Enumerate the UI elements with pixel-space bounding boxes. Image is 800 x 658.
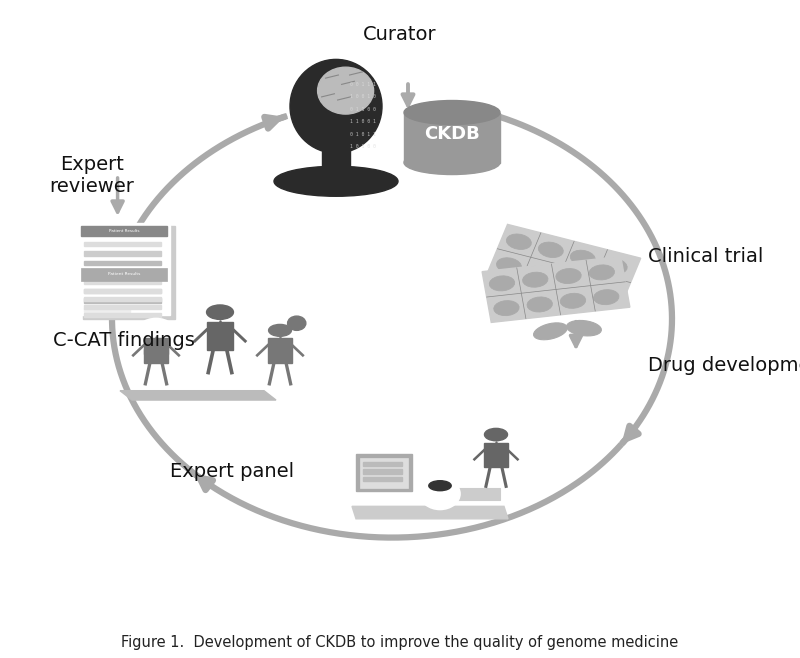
Polygon shape xyxy=(527,297,552,312)
Bar xyxy=(84,251,162,256)
Polygon shape xyxy=(602,259,627,274)
Circle shape xyxy=(197,300,243,337)
Text: 0 0 1 1 1: 0 0 1 1 1 xyxy=(350,82,376,87)
Bar xyxy=(161,330,168,354)
Bar xyxy=(448,488,500,500)
Polygon shape xyxy=(560,293,586,309)
Polygon shape xyxy=(534,323,567,340)
Polygon shape xyxy=(589,265,614,280)
Text: 0 1 1 0 0: 0 1 1 0 0 xyxy=(350,107,376,112)
Bar xyxy=(84,280,162,284)
Polygon shape xyxy=(560,274,586,290)
Circle shape xyxy=(476,424,516,456)
Text: 1 1 0 0 1: 1 1 0 0 1 xyxy=(350,119,376,124)
Ellipse shape xyxy=(429,481,451,491)
Text: Curator: Curator xyxy=(363,25,437,44)
Ellipse shape xyxy=(274,166,398,196)
Text: Patient Results: Patient Results xyxy=(109,229,139,234)
Polygon shape xyxy=(482,257,630,322)
Bar xyxy=(404,113,500,163)
Bar xyxy=(84,305,162,309)
Circle shape xyxy=(258,318,302,352)
Bar xyxy=(84,242,162,246)
Circle shape xyxy=(134,318,178,352)
Polygon shape xyxy=(592,282,618,297)
Ellipse shape xyxy=(290,59,382,153)
Bar xyxy=(363,469,402,474)
Bar xyxy=(84,313,162,317)
Text: Expert
reviewer: Expert reviewer xyxy=(50,155,134,195)
Bar xyxy=(208,369,238,387)
Polygon shape xyxy=(566,320,602,336)
Polygon shape xyxy=(494,301,519,316)
Ellipse shape xyxy=(404,151,500,174)
Bar xyxy=(84,270,130,274)
Polygon shape xyxy=(529,266,554,281)
Bar xyxy=(84,307,130,312)
Ellipse shape xyxy=(404,101,500,124)
Bar xyxy=(84,298,162,303)
Circle shape xyxy=(420,478,460,509)
Bar xyxy=(82,268,167,282)
Polygon shape xyxy=(490,276,514,291)
Ellipse shape xyxy=(142,322,170,345)
Bar xyxy=(83,226,175,318)
Bar xyxy=(84,289,162,293)
Polygon shape xyxy=(506,234,531,249)
Text: Clinical trial: Clinical trial xyxy=(648,247,763,266)
Bar xyxy=(360,457,408,488)
Bar xyxy=(144,338,168,363)
Text: C-CAT findings: C-CAT findings xyxy=(53,331,195,350)
Polygon shape xyxy=(120,391,276,400)
Text: 1 0 0 1 0: 1 0 0 1 0 xyxy=(350,94,376,99)
Bar xyxy=(82,226,167,236)
Bar xyxy=(168,370,198,388)
Polygon shape xyxy=(497,258,522,273)
Text: CKDB: CKDB xyxy=(424,126,480,143)
Text: Patient Results: Patient Results xyxy=(108,272,140,276)
Ellipse shape xyxy=(206,305,234,319)
Ellipse shape xyxy=(318,67,374,114)
Bar xyxy=(363,477,402,481)
Bar xyxy=(322,145,350,168)
Bar xyxy=(84,261,162,265)
Bar xyxy=(78,222,170,315)
Polygon shape xyxy=(538,242,563,257)
Ellipse shape xyxy=(485,428,507,441)
Polygon shape xyxy=(570,250,595,266)
Bar xyxy=(84,297,162,301)
Bar xyxy=(144,330,151,354)
Bar xyxy=(84,289,162,293)
Bar xyxy=(356,455,412,491)
Text: Figure 1.  Development of CKDB to improve the quality of genome medicine: Figure 1. Development of CKDB to improve… xyxy=(122,635,678,650)
Bar xyxy=(485,443,507,467)
Ellipse shape xyxy=(269,324,291,336)
Polygon shape xyxy=(594,290,619,305)
Text: 1 0 1 0 0: 1 0 1 0 0 xyxy=(350,144,376,149)
Bar xyxy=(363,462,402,467)
Polygon shape xyxy=(352,507,508,519)
Text: Drug development: Drug development xyxy=(648,356,800,375)
Text: 0 1 0 1 1: 0 1 0 1 1 xyxy=(350,132,376,137)
Bar xyxy=(206,322,234,349)
Polygon shape xyxy=(556,268,582,284)
Bar xyxy=(268,338,292,363)
Text: Expert panel: Expert panel xyxy=(170,463,294,482)
Circle shape xyxy=(288,316,306,330)
Polygon shape xyxy=(522,272,548,288)
Polygon shape xyxy=(487,224,641,307)
